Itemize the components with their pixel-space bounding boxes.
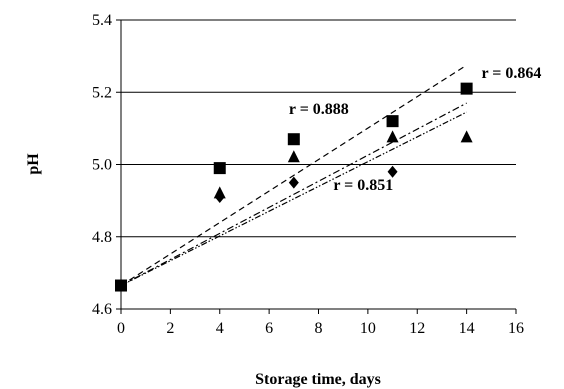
y-axis-title: pH bbox=[25, 153, 42, 175]
annotation-r-0: r = 0.864 bbox=[481, 65, 541, 82]
y-tick-label-1: 4.8 bbox=[92, 229, 112, 246]
annotation-r-1: r = 0.888 bbox=[289, 101, 349, 118]
trendline-diamond bbox=[120, 111, 467, 287]
y-tick-label-3: 5.2 bbox=[92, 84, 112, 101]
x-tick-label-7: 14 bbox=[459, 320, 475, 337]
point-diamond-2 bbox=[288, 176, 299, 189]
point-triangle-2 bbox=[287, 150, 300, 163]
trendline-square bbox=[120, 64, 467, 287]
point-diamond-3 bbox=[387, 165, 398, 178]
x-tick-label-6: 12 bbox=[409, 320, 425, 337]
point-square-0 bbox=[115, 279, 127, 292]
x-tick-label-2: 4 bbox=[216, 320, 224, 337]
point-triangle-4 bbox=[460, 130, 473, 143]
trendlines bbox=[120, 64, 467, 287]
point-triangle-3 bbox=[386, 130, 399, 143]
y-tick-label-4: 5.4 bbox=[92, 12, 112, 29]
x-axis-title: Storage time, days bbox=[255, 371, 381, 388]
x-tick-label-3: 6 bbox=[265, 320, 273, 337]
point-square-2 bbox=[287, 133, 300, 146]
x-tick-label-4: 8 bbox=[315, 320, 323, 337]
axes bbox=[116, 19, 517, 314]
x-tick-label-8: 16 bbox=[508, 320, 524, 337]
x-tick-label-0: 0 bbox=[117, 320, 125, 337]
data-points bbox=[115, 82, 473, 292]
point-square-1 bbox=[213, 162, 226, 175]
x-tick-label-5: 10 bbox=[360, 320, 376, 337]
point-square-4 bbox=[460, 82, 473, 95]
tick-labels: 4.6 4.8 5.0 5.2 5.4 0 2 4 6 8 10 12 14 16 bbox=[92, 12, 524, 337]
point-triangle-1 bbox=[213, 186, 226, 199]
annotation-r-2: r = 0.851 bbox=[333, 177, 393, 194]
point-square-3 bbox=[386, 115, 399, 128]
gridlines bbox=[121, 19, 516, 310]
x-tick-label-1: 2 bbox=[166, 320, 174, 337]
annotations: r = 0.864 r = 0.888 r = 0.851 bbox=[289, 65, 542, 194]
y-tick-label-2: 5.0 bbox=[92, 157, 112, 174]
y-tick-label-0: 4.6 bbox=[92, 301, 112, 318]
trendline-triangle bbox=[120, 102, 467, 287]
